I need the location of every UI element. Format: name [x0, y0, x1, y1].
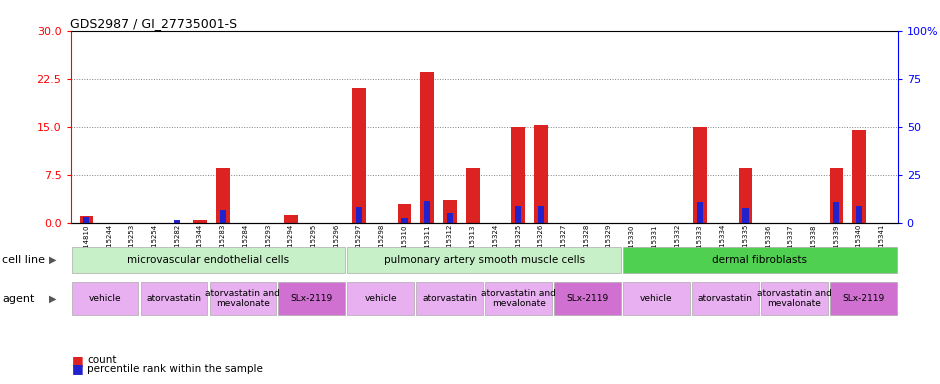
Bar — [538, 207, 544, 223]
Bar — [141, 282, 207, 315]
Text: SLx-2119: SLx-2119 — [567, 294, 608, 303]
Bar — [485, 282, 552, 315]
Bar — [693, 127, 707, 223]
Bar — [830, 282, 897, 315]
Bar — [84, 217, 89, 223]
Text: vehicle: vehicle — [88, 294, 121, 303]
Bar — [761, 282, 827, 315]
Text: GDS2987 / GI_27735001-S: GDS2987 / GI_27735001-S — [70, 17, 238, 30]
Text: vehicle: vehicle — [640, 294, 673, 303]
Text: count: count — [87, 355, 117, 365]
Bar — [284, 215, 298, 223]
Bar — [401, 218, 408, 223]
Bar — [446, 213, 453, 223]
Bar — [352, 88, 366, 223]
Bar — [692, 282, 759, 315]
Bar — [697, 202, 703, 223]
Bar — [210, 282, 276, 315]
Text: atorvastatin and
mevalonate: atorvastatin and mevalonate — [757, 289, 832, 308]
Bar — [416, 282, 483, 315]
Bar — [356, 207, 362, 223]
Text: dermal fibroblasts: dermal fibroblasts — [713, 255, 807, 265]
Bar — [174, 220, 180, 223]
Bar — [534, 126, 548, 223]
Text: vehicle: vehicle — [365, 294, 397, 303]
Bar — [443, 200, 457, 223]
Bar — [515, 207, 522, 223]
Bar — [220, 210, 226, 223]
Bar — [424, 201, 431, 223]
Text: cell line: cell line — [2, 255, 45, 265]
Bar — [466, 168, 479, 223]
Text: atorvastatin and
mevalonate: atorvastatin and mevalonate — [206, 289, 280, 308]
Bar — [511, 127, 525, 223]
Bar — [623, 282, 690, 315]
Text: atorvastatin and
mevalonate: atorvastatin and mevalonate — [481, 289, 556, 308]
Bar — [856, 207, 862, 223]
Text: ■: ■ — [71, 362, 83, 375]
Bar — [398, 204, 412, 223]
Bar — [739, 168, 752, 223]
Bar — [278, 282, 345, 315]
Text: pulmonary artery smooth muscle cells: pulmonary artery smooth muscle cells — [384, 255, 585, 265]
Text: ■: ■ — [71, 354, 83, 367]
Bar — [194, 220, 207, 223]
Text: microvascular endothelial cells: microvascular endothelial cells — [127, 255, 290, 265]
Bar — [833, 202, 839, 223]
Bar — [80, 216, 93, 223]
Text: atorvastatin: atorvastatin — [147, 294, 201, 303]
Text: percentile rank within the sample: percentile rank within the sample — [87, 364, 263, 374]
Text: SLx-2119: SLx-2119 — [842, 294, 885, 303]
Bar — [829, 168, 843, 223]
Text: SLx-2119: SLx-2119 — [290, 294, 333, 303]
Bar — [623, 247, 897, 273]
Bar — [71, 247, 345, 273]
Bar — [420, 72, 434, 223]
Text: ▶: ▶ — [49, 255, 56, 265]
Bar — [555, 282, 620, 315]
Bar — [853, 130, 866, 223]
Text: ▶: ▶ — [49, 293, 56, 304]
Text: agent: agent — [2, 293, 34, 304]
Bar — [743, 208, 748, 223]
Bar — [348, 282, 414, 315]
Bar — [216, 168, 229, 223]
Bar — [71, 282, 138, 315]
Text: atorvastatin: atorvastatin — [422, 294, 478, 303]
Bar — [348, 247, 620, 273]
Text: atorvastatin: atorvastatin — [697, 294, 753, 303]
